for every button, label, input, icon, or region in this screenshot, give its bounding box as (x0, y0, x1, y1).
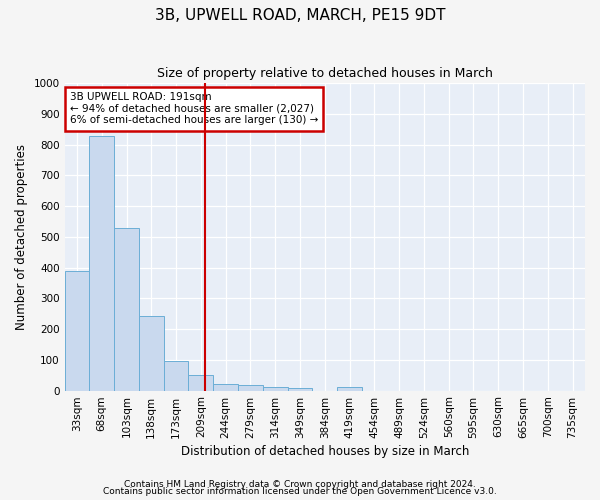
Bar (263, 387, 287, 390)
Bar (287, 388, 313, 390)
Bar (213, 384, 238, 390)
Bar (65, 270, 89, 390)
Bar (164, 360, 188, 390)
Text: 3B UPWELL ROAD: 191sqm
← 94% of detached houses are smaller (2,027)
6% of semi-d: 3B UPWELL ROAD: 191sqm ← 94% of detached… (70, 92, 318, 126)
Bar (139, 316, 164, 390)
Bar (114, 228, 139, 390)
Y-axis label: Number of detached properties: Number of detached properties (15, 144, 28, 330)
Text: Contains HM Land Registry data © Crown copyright and database right 2024.: Contains HM Land Registry data © Crown c… (124, 480, 476, 489)
Bar (188, 375, 213, 390)
Bar (337, 388, 362, 390)
Text: 3B, UPWELL ROAD, MARCH, PE15 9DT: 3B, UPWELL ROAD, MARCH, PE15 9DT (155, 8, 445, 22)
Bar (238, 386, 263, 390)
Text: Contains public sector information licensed under the Open Government Licence v3: Contains public sector information licen… (103, 487, 497, 496)
Bar (89, 136, 114, 390)
X-axis label: Distribution of detached houses by size in March: Distribution of detached houses by size … (181, 444, 469, 458)
Title: Size of property relative to detached houses in March: Size of property relative to detached ho… (157, 68, 493, 80)
